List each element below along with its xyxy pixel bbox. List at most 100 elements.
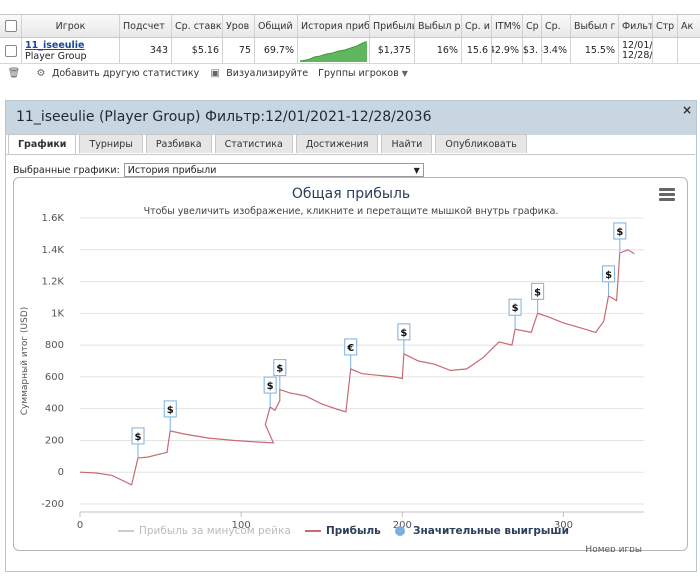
cell-count: 343: [120, 38, 172, 63]
cell-total: 69.7%: [255, 38, 298, 63]
tab-tournaments[interactable]: Турниры: [79, 134, 143, 153]
y-tick-label: 1K: [51, 308, 64, 319]
col-ak[interactable]: Ак: [681, 20, 694, 32]
y-tick-label: 200: [45, 435, 64, 446]
row-checkbox[interactable]: [0, 38, 22, 63]
panel-header: 11_iseeulie (Player Group) Фильтр:12/01/…: [6, 101, 696, 135]
big-win-flag: [344, 338, 358, 356]
col-profit[interactable]: Прибыль: [370, 15, 415, 37]
big-win-flag-label: $: [512, 303, 519, 314]
chart-selector-dropdown[interactable]: История прибыли ▼: [123, 163, 424, 177]
col-avg-stake[interactable]: Ср. ставк: [172, 15, 223, 37]
big-win-flag: [131, 427, 145, 445]
chart-selector-label: Выбранные графики:: [13, 164, 120, 176]
chart-title: Общая прибыль: [292, 186, 410, 202]
cell-out: 15.5%: [571, 38, 619, 63]
visualize-label: Визуализируйте: [226, 67, 309, 79]
chart-container[interactable]: Общая прибыль Чтобы увеличить изображение…: [13, 177, 689, 552]
filter-from: 12/01/: [622, 39, 653, 51]
col-filter[interactable]: Фильт: [619, 15, 653, 37]
trash-icon: 🗑: [7, 67, 21, 79]
big-win-flag: [397, 323, 411, 341]
col-itm[interactable]: ITM%: [492, 15, 523, 37]
filter-to: 12/28/: [622, 49, 653, 61]
legend-item: Прибыль за минусом рейка: [139, 525, 291, 537]
col-player[interactable]: Игрок: [22, 15, 120, 37]
cell-knockout: 16%: [415, 38, 462, 63]
big-win-flag-label: $: [167, 405, 174, 416]
cell-level: 75: [223, 38, 255, 63]
x-tick-label: 300: [554, 520, 573, 531]
chart-selector-row: Выбранные графики: История прибыли ▼: [13, 163, 424, 177]
big-win-flag-label: $: [400, 328, 407, 339]
profit-sparkline: [300, 41, 367, 62]
cell-profit-sparkline[interactable]: [298, 38, 370, 63]
y-axis-label: Суммарный итог (USD): [20, 307, 30, 416]
col-avg2[interactable]: Ср.: [542, 15, 571, 37]
x-tick-label: 0: [77, 520, 83, 531]
table-row[interactable]: 11_iseeulie Player Group 343 $5.16 75 69…: [0, 38, 700, 64]
player-groups-dropdown[interactable]: Группы игроков ▼: [318, 68, 408, 79]
chart-subtitle: Чтобы увеличить изображение, кликните и …: [144, 206, 559, 217]
delete-button[interactable]: 🗑: [8, 67, 25, 79]
big-win-flag: [531, 282, 545, 300]
player-groups-label: Группы игроков: [318, 67, 399, 79]
col-page[interactable]: Стр: [653, 15, 678, 37]
big-win-flag: [263, 376, 277, 394]
image-icon: ▣: [210, 67, 220, 79]
panel-title: 11_iseeulie (Player Group) Фильтр:12/01/…: [16, 109, 432, 125]
cell-avg: 15.6: [462, 38, 492, 63]
y-tick-label: 1.6K: [42, 213, 65, 224]
big-win-flag-label: $: [276, 364, 283, 375]
y-tick-label: 400: [45, 404, 64, 415]
profit-series-line: [79, 249, 635, 486]
y-tick-label: 800: [45, 340, 64, 351]
col-profit-history[interactable]: История приб: [298, 15, 370, 37]
col-sr[interactable]: Ср: [523, 15, 542, 37]
y-tick-label: -200: [41, 499, 64, 510]
chevron-down-icon: ▼: [401, 68, 408, 78]
profit-chart[interactable]: Общая прибыль Чтобы увеличить изображение…: [14, 178, 689, 552]
chart-menu-icon[interactable]: [659, 188, 675, 201]
big-win-flag-label: €: [346, 343, 354, 354]
legend-item: Значительные выигрыши: [413, 525, 569, 537]
big-win-flag: [508, 298, 522, 316]
tab-publish[interactable]: Опубликовать: [435, 134, 527, 153]
y-tick-label: 1.4K: [42, 245, 65, 256]
col-out[interactable]: Выбыл г: [571, 15, 619, 37]
big-win-flag: [163, 400, 177, 418]
col-total[interactable]: Общий: [255, 15, 298, 37]
select-all-checkbox[interactable]: [0, 15, 22, 37]
player-group: Player Group: [25, 50, 87, 62]
cell-profit: $1,375: [370, 38, 415, 63]
big-win-flag: [613, 222, 627, 240]
big-win-flag-label: $: [616, 227, 623, 238]
tab-charts[interactable]: Графики: [8, 134, 77, 154]
close-icon[interactable]: ×: [681, 103, 692, 117]
visualize-button[interactable]: ▣ Визуализируйте: [209, 67, 309, 79]
big-win-flag-label: $: [605, 270, 612, 281]
big-win-flag: [273, 359, 287, 377]
cell-page: [653, 38, 678, 63]
tab-statistics[interactable]: Статистика: [214, 134, 293, 153]
add-stats-button[interactable]: ⚙ Добавить другую статистику: [35, 67, 200, 79]
tab-divider: [5, 154, 695, 155]
add-stats-label: Добавить другую статистику: [52, 67, 200, 79]
y-tick-label: 600: [45, 372, 64, 383]
col-avg[interactable]: Ср. и: [462, 15, 492, 37]
x-tick-label: 200: [393, 520, 412, 531]
col-count[interactable]: Подсчет: [120, 15, 172, 37]
tab-find[interactable]: Найти: [381, 134, 433, 153]
tab-breakdown[interactable]: Разбивка: [145, 134, 212, 153]
chart-selector-value: История прибыли: [127, 164, 217, 176]
cell-ak: [678, 38, 700, 63]
col-level[interactable]: Уров: [223, 15, 255, 37]
col-knockout[interactable]: Выбыл р: [415, 15, 462, 37]
tab-achievements[interactable]: Достижения: [295, 134, 379, 153]
player-name-link[interactable]: 11_iseeulie: [25, 39, 85, 51]
gear-icon: ⚙: [36, 67, 46, 79]
cell-avg2: 83.4%: [542, 38, 571, 63]
stats-table: Игрок Подсчет Ср. ставк Уров Общий Истор…: [0, 14, 700, 64]
player-cell[interactable]: 11_iseeulie Player Group: [22, 38, 120, 63]
cell-itm: 42.9%: [492, 38, 523, 63]
